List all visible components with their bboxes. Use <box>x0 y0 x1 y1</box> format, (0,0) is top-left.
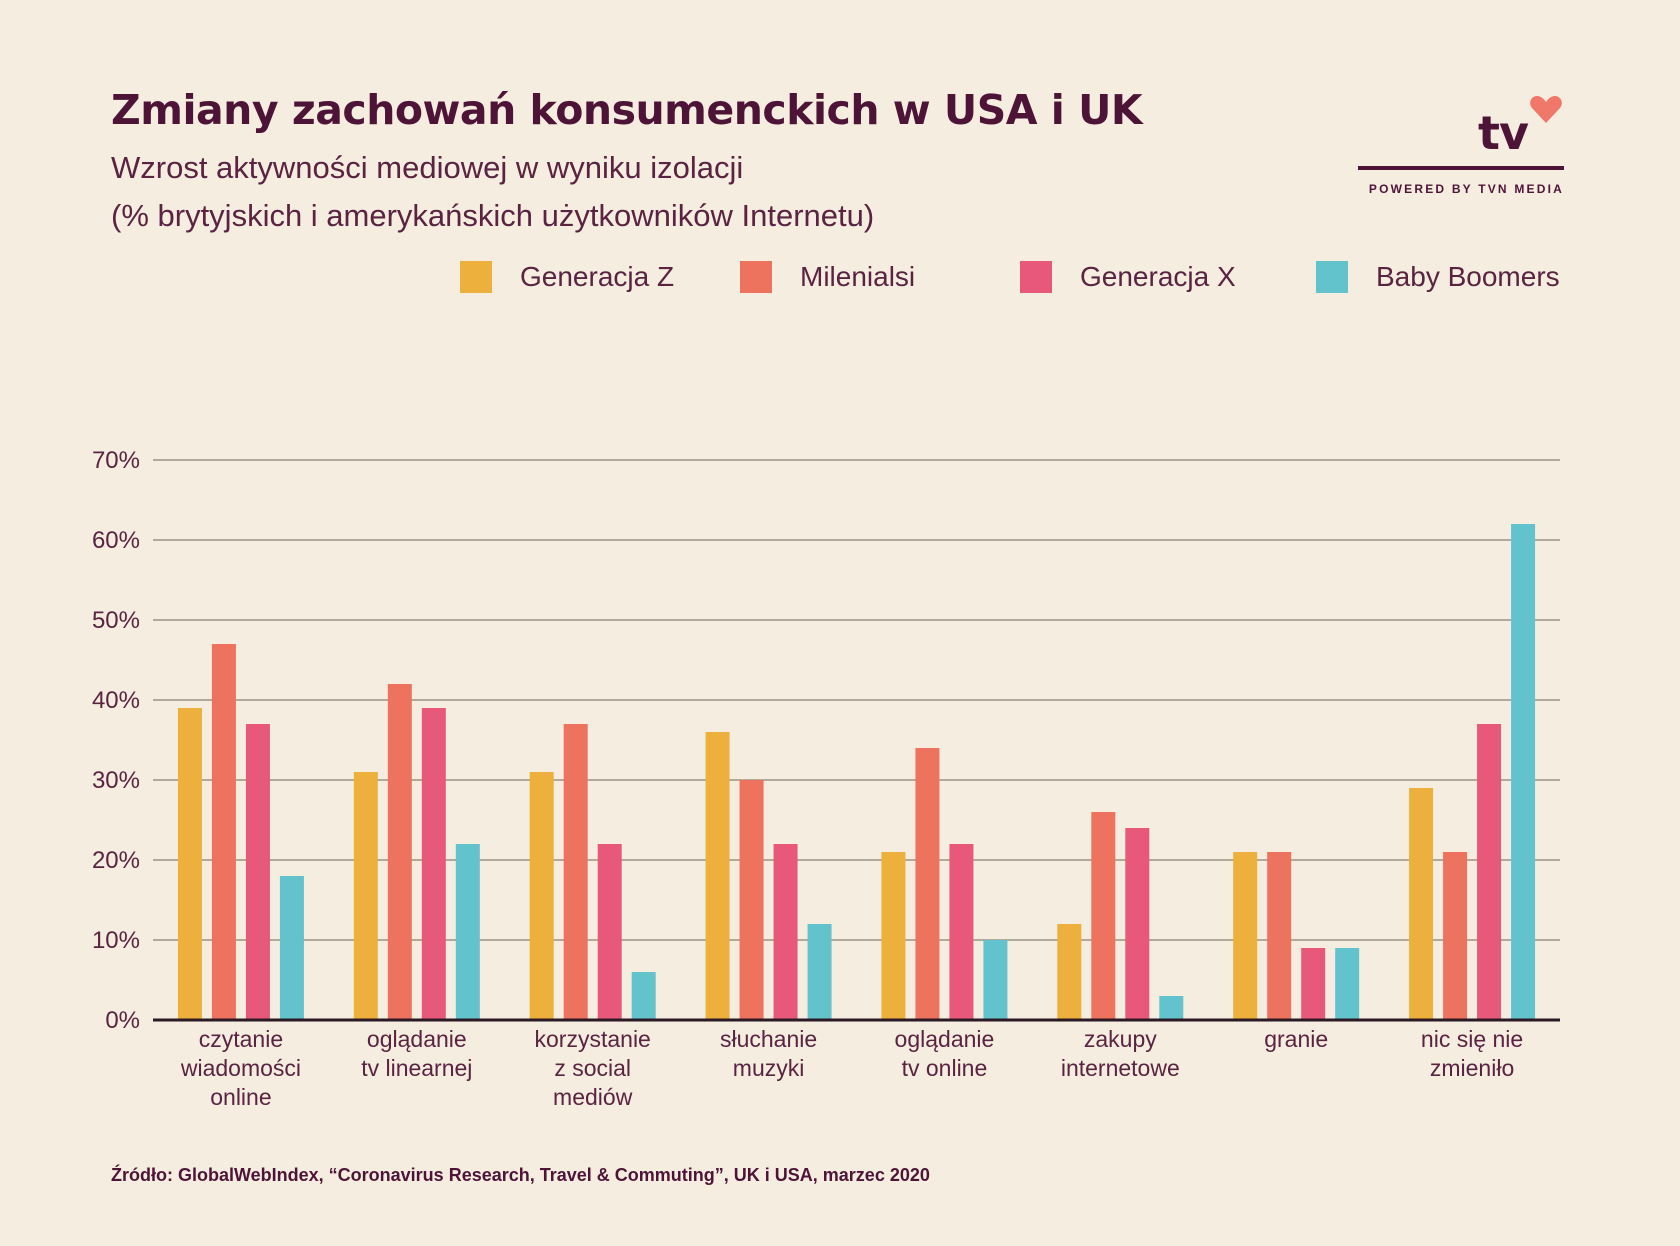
bar <box>949 844 974 1020</box>
source-note: Źródło: GlobalWebIndex, “Coronavirus Res… <box>111 1165 930 1185</box>
y-tick-label: 20% <box>92 847 140 874</box>
bar <box>1477 724 1502 1020</box>
legend-swatch <box>740 261 772 293</box>
x-category-label: oglądanie tv online <box>895 1026 995 1081</box>
legend-item-milenialsi: Milenialsi <box>740 261 915 293</box>
bar <box>1267 852 1292 1020</box>
bar <box>421 708 446 1020</box>
bar <box>1443 852 1468 1020</box>
bar <box>915 748 940 1020</box>
logo-tagline: POWERED BY TVN MEDIA <box>1368 182 1564 196</box>
chart-subtitle-line1: Wzrost aktywności mediowej w wyniku izol… <box>111 150 744 185</box>
x-category-label-line: mediów <box>553 1084 633 1110</box>
x-category-label: czytanie wiadomości online <box>180 1026 301 1110</box>
x-category-label-line: nic się nie <box>1421 1026 1523 1052</box>
y-tick-label: 40% <box>92 687 140 714</box>
chart-subtitle-line2: (% brytyjskich i amerykańskich użytkowni… <box>111 198 875 233</box>
x-category-label-line: granie <box>1264 1026 1328 1052</box>
bar <box>739 780 764 1020</box>
bar <box>387 684 412 1020</box>
bar <box>807 924 832 1020</box>
heart-icon <box>1530 96 1562 123</box>
bar <box>773 844 798 1020</box>
x-category-label-line: tv online <box>902 1055 988 1081</box>
bar <box>563 724 588 1020</box>
x-category-label: słuchanie muzyki <box>720 1026 817 1081</box>
legend-swatch <box>1316 261 1348 293</box>
bar <box>1301 948 1326 1020</box>
bar <box>631 972 656 1020</box>
y-tick-label: 0% <box>105 1007 140 1034</box>
legend-label: Generacja Z <box>520 261 675 292</box>
bar <box>705 732 730 1020</box>
bar <box>1159 996 1184 1020</box>
y-tick-label: 10% <box>92 927 140 954</box>
x-category-label-line: czytanie <box>199 1026 283 1052</box>
x-category-label-line: zmieniło <box>1430 1055 1514 1081</box>
x-category-label: oglądanie tv linearnej <box>361 1026 472 1081</box>
chart-legend: Generacja Z Milenialsi Generacja X Baby … <box>0 261 1680 295</box>
tvn-logo: tv POWERED BY TVN MEDIA <box>1358 94 1564 198</box>
legend-swatch <box>460 261 492 293</box>
x-category-label-line: online <box>210 1084 271 1110</box>
legend-item-generacja-x: Generacja X <box>1020 261 1236 293</box>
x-category-label-line: tv linearnej <box>361 1055 472 1081</box>
x-category-label-line: zakupy <box>1084 1026 1157 1052</box>
legend-swatch <box>1020 261 1052 293</box>
bar <box>1057 924 1082 1020</box>
x-category-label: zakupy internetowe <box>1061 1026 1180 1081</box>
x-category-label-line: korzystanie <box>535 1026 651 1052</box>
y-tick-label: 70% <box>92 447 140 474</box>
bar <box>177 708 202 1020</box>
x-category-label-line: z social <box>554 1055 631 1081</box>
bar <box>1511 524 1536 1020</box>
bar <box>881 852 906 1020</box>
bar <box>1091 812 1116 1020</box>
legend-label: Milenialsi <box>800 261 916 292</box>
legend-label: Generacja X <box>1080 261 1236 292</box>
x-category-label: nic się nie zmieniło <box>1421 1026 1523 1081</box>
x-category-label-line: internetowe <box>1061 1055 1180 1081</box>
bar <box>245 724 270 1020</box>
y-tick-label: 30% <box>92 767 140 794</box>
y-tick-label: 50% <box>92 607 140 634</box>
x-category-label: korzystanie z social mediów <box>535 1026 651 1110</box>
bar <box>983 940 1008 1020</box>
bar <box>597 844 622 1020</box>
x-category-label-line: słuchanie <box>720 1026 817 1052</box>
bar <box>1233 852 1258 1020</box>
bar <box>1125 828 1150 1020</box>
legend-item-baby-boomers: Baby Boomers <box>1316 261 1560 293</box>
x-category-label-line: wiadomości <box>180 1055 301 1081</box>
bar <box>529 772 554 1020</box>
bar <box>1335 948 1360 1020</box>
bar <box>455 844 480 1020</box>
bar <box>279 876 304 1020</box>
x-category-label: granie <box>1264 1026 1328 1052</box>
x-category-label-line: oglądanie <box>895 1026 995 1052</box>
bar <box>1409 788 1434 1020</box>
logo-underline <box>1358 166 1564 170</box>
bar <box>211 644 236 1020</box>
bar <box>353 772 378 1020</box>
legend-label: Baby Boomers <box>1376 261 1560 292</box>
legend-item-generacja-z: Generacja Z <box>460 261 674 293</box>
chart-title: Zmiany zachowań konsumenckich w USA i UK <box>111 86 1143 134</box>
x-category-label-line: oglądanie <box>367 1026 467 1052</box>
logo-text: tv <box>1478 106 1529 160</box>
y-tick-label: 60% <box>92 527 140 554</box>
x-category-label-line: muzyki <box>733 1055 805 1081</box>
